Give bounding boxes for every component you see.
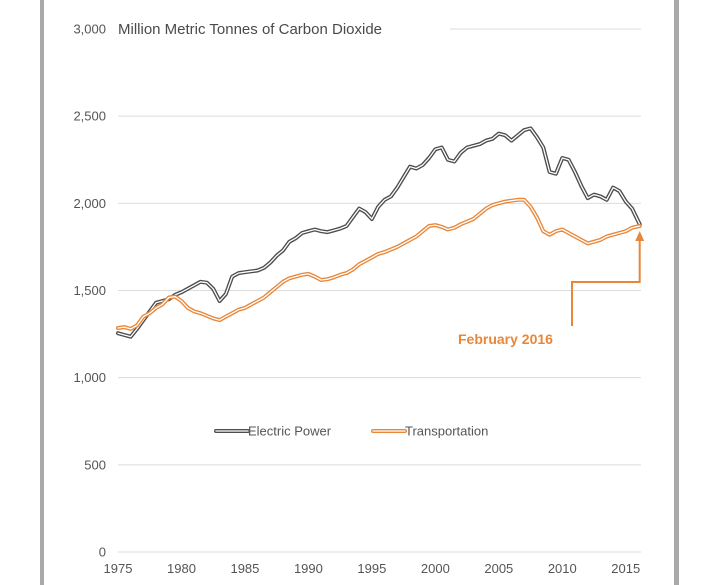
y-tick-label: 2,500: [73, 109, 106, 124]
annotation-leader-line: [571, 240, 641, 326]
x-tick-label: 1985: [230, 561, 259, 576]
legend-label-transportation: Transportation: [405, 424, 488, 439]
x-tick-label: 2010: [548, 561, 577, 576]
chart-title: Million Metric Tonnes of Carbon Dioxide: [118, 21, 382, 38]
y-tick-label: 3,000: [73, 22, 106, 37]
annotation-february-2016: February 2016: [458, 231, 645, 347]
right-frame-border: [674, 0, 679, 585]
y-tick-label: 0: [99, 545, 106, 560]
legend: Electric Power Transportation: [214, 424, 488, 439]
x-tick-label: 1990: [294, 561, 323, 576]
y-tick-label: 500: [84, 457, 106, 472]
series-lines: [116, 126, 642, 339]
annotation-arrowhead: [635, 231, 645, 241]
annotation-label: February 2016: [458, 331, 553, 347]
left-frame-border: [40, 0, 44, 585]
y-tick-label: 1,000: [73, 370, 106, 385]
series-line-inner-electric-power: [117, 127, 641, 338]
x-tick-label: 1995: [357, 561, 386, 576]
series-line-inner-transportation: [117, 199, 641, 330]
series-line-transportation: [116, 197, 642, 331]
y-tick-label: 2,000: [73, 196, 106, 211]
y-axis-ticks: 0 500 1,000 1,500 2,000 2,500 3,000: [73, 22, 106, 560]
x-tick-label: 2015: [611, 561, 640, 576]
x-tick-label: 1980: [167, 561, 196, 576]
x-tick-label: 2000: [421, 561, 450, 576]
legend-label-electric-power: Electric Power: [248, 424, 332, 439]
x-tick-label: 1975: [104, 561, 133, 576]
x-axis-ticks: 1975 1980 1985 1990 1995 2000 2005 2010 2015: [104, 561, 641, 576]
x-tick-label: 2005: [484, 561, 513, 576]
y-tick-label: 1,500: [73, 283, 106, 298]
gridlines: [118, 28, 641, 553]
